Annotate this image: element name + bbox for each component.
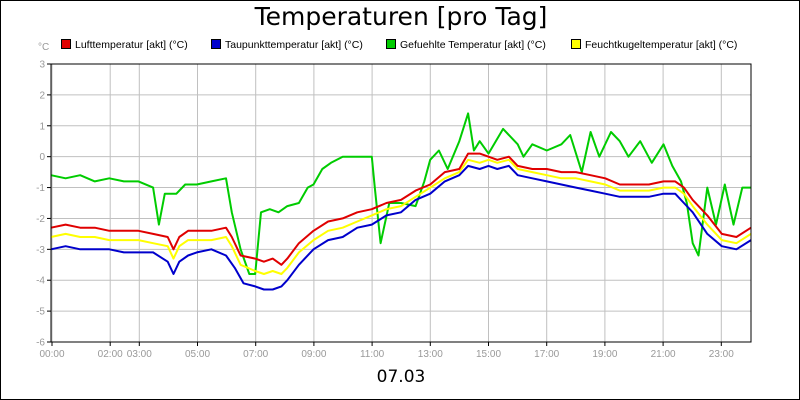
series-line-3 <box>50 158 752 275</box>
y-tick-label: -1 <box>36 183 45 194</box>
y-tick-label: -2 <box>36 214 45 225</box>
x-tick-label: 23:00 <box>709 349 734 360</box>
x-tick-label: 15:00 <box>476 349 501 360</box>
legend-item-feuchtkugeltemperatur: Feuchtkugeltemperatur [akt] (°C) <box>571 39 737 51</box>
x-tick-label: 21:00 <box>651 349 676 360</box>
chart-title: Temperaturen [pro Tag] <box>254 2 548 31</box>
y-tick-label: 2 <box>39 90 45 101</box>
y-axis-unit: °C <box>38 42 50 53</box>
x-tick-label: 02:00 <box>98 349 123 360</box>
y-tick-label: 1 <box>39 121 45 132</box>
x-tick-label: 03:00 <box>127 349 152 360</box>
date-label: 07.03 <box>376 367 426 387</box>
series-line-1 <box>50 164 752 291</box>
x-tick-label: 05:00 <box>185 349 210 360</box>
x-tick-label: 09:00 <box>301 349 326 360</box>
y-tick-label: 3 <box>39 60 45 71</box>
legend-label: Taupunkttemperatur [akt] (°C) <box>225 39 363 51</box>
legend-item-lufttemperatur: Lufttemperatur [akt] (°C) <box>61 39 188 51</box>
y-tick-label: -5 <box>36 307 45 318</box>
plot-border <box>50 63 752 343</box>
x-tick-label: 17:00 <box>534 349 559 360</box>
legend-item-gefuehlte-temperatur: Gefuehlte Temperatur [akt] (°C) <box>386 39 546 51</box>
x-tick-label: 11:00 <box>360 349 385 360</box>
legend-label: Gefuehlte Temperatur [akt] (°C) <box>400 39 546 51</box>
x-tick-label: 13:00 <box>418 349 443 360</box>
legend-item-taupunkttemperatur: Taupunkttemperatur [akt] (°C) <box>211 39 363 51</box>
legend-swatch-green <box>386 39 396 49</box>
x-tick-label: 07:00 <box>243 349 268 360</box>
legend-label: Lufttemperatur [akt] (°C) <box>75 39 188 51</box>
x-tick-label: 00:00 <box>39 349 64 360</box>
legend-swatch-yellow <box>571 39 581 49</box>
y-tick-label: -6 <box>36 338 45 349</box>
y-tick-label: 0 <box>39 152 45 163</box>
legend-label: Feuchtkugeltemperatur [akt] (°C) <box>585 39 738 51</box>
x-tick-label: 19:00 <box>592 349 617 360</box>
series-lines <box>50 112 752 291</box>
series-line-2 <box>50 112 751 275</box>
legend-swatch-blue <box>211 39 221 49</box>
legend-swatch-red <box>61 39 71 49</box>
axis-ticks: 3 2 1 0 -1 -2 -3 -4 -5 -600:00 02:00 03:00 05:00 07:0… <box>36 60 734 361</box>
y-tick-label: -3 <box>36 245 45 256</box>
y-tick-label: -4 <box>36 276 45 287</box>
series-line-0 <box>50 152 752 266</box>
